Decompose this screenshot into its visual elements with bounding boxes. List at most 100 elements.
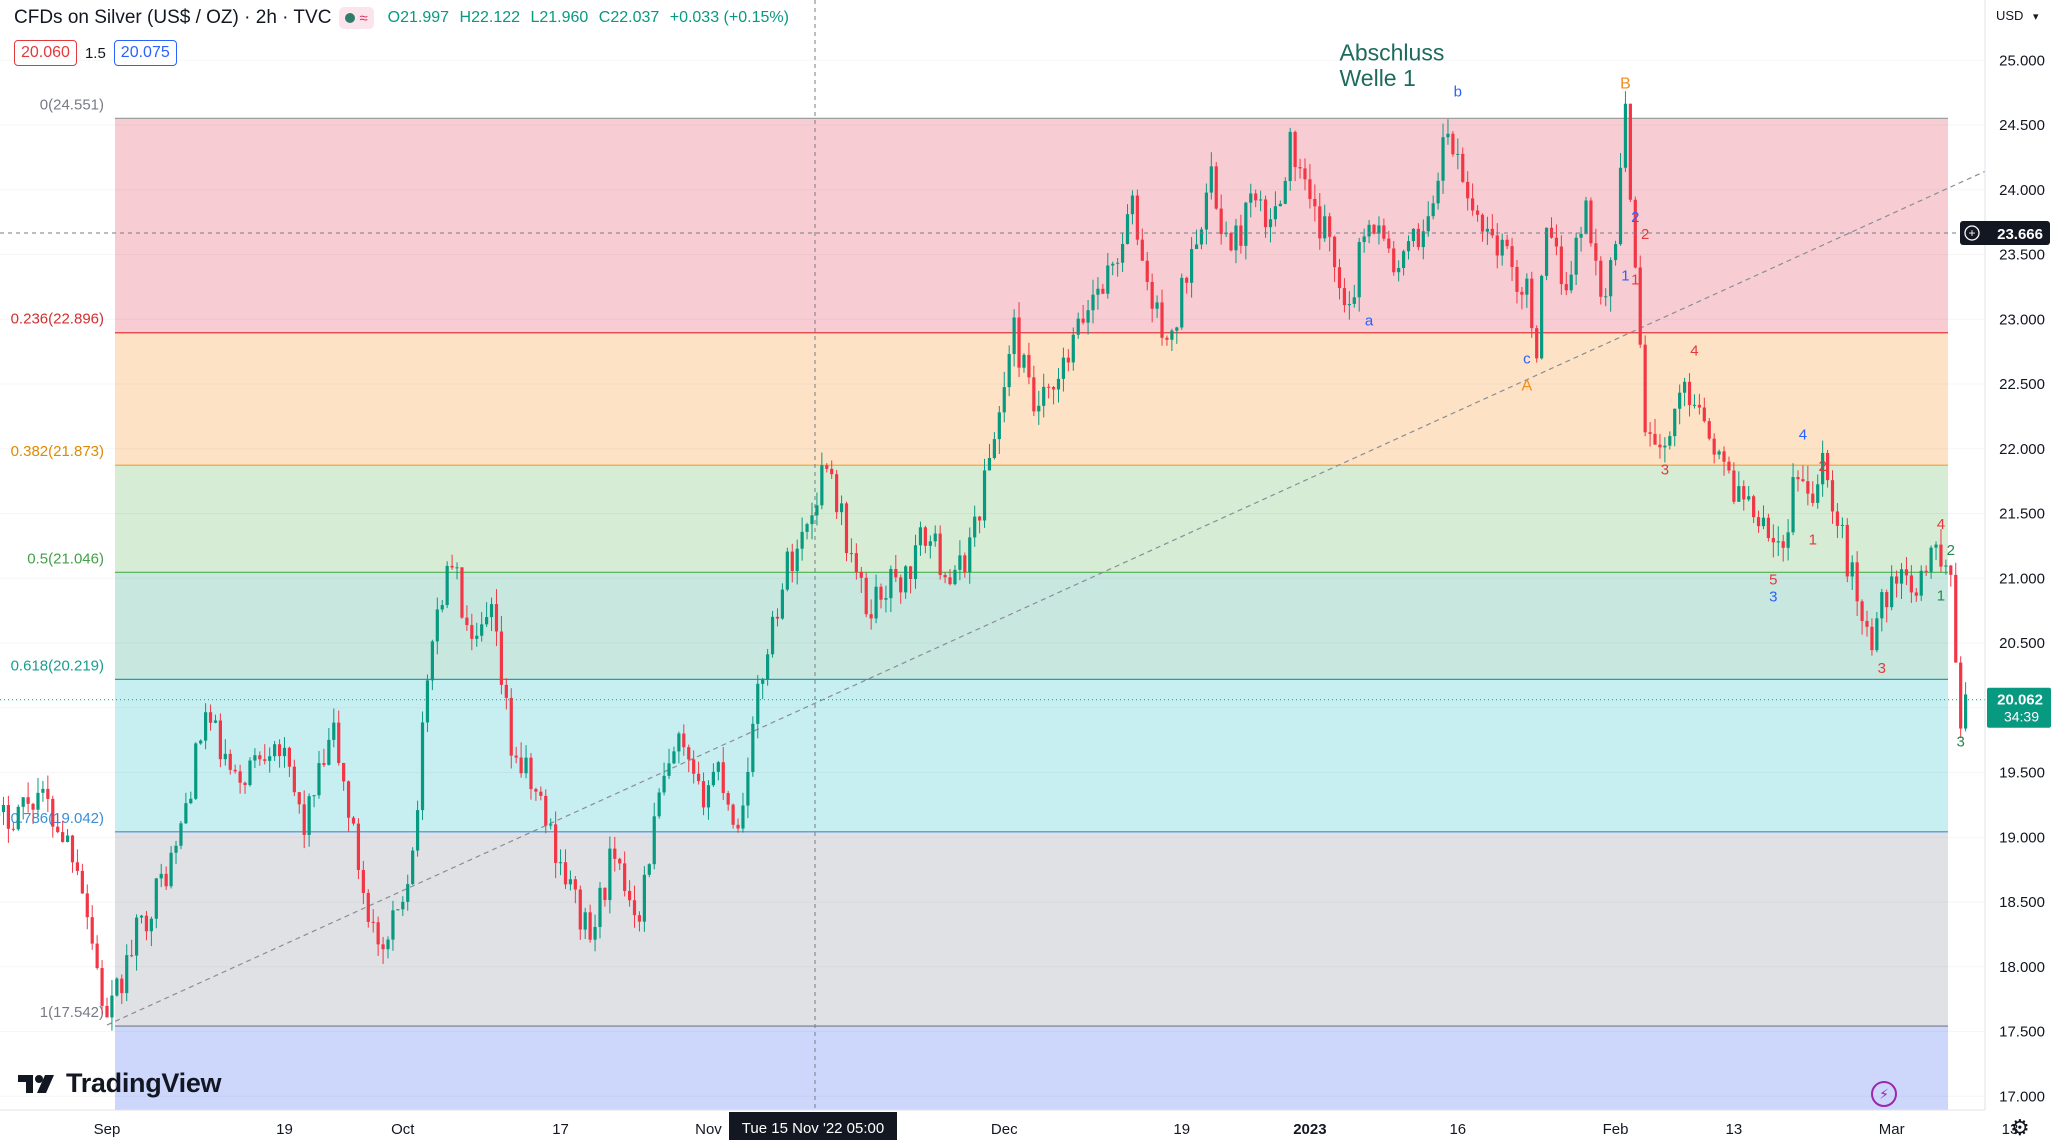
candle-body bbox=[1825, 452, 1830, 481]
candle-body bbox=[1727, 461, 1731, 471]
wave-icon: ≈ bbox=[359, 9, 368, 27]
candle-body bbox=[568, 879, 573, 885]
candle-body bbox=[36, 792, 40, 810]
buy-price-button[interactable]: 20.075 bbox=[113, 40, 177, 66]
candle-body bbox=[519, 757, 523, 774]
candle-body bbox=[85, 893, 89, 918]
quote-row: 20.060 1.5 20.075 bbox=[14, 40, 177, 66]
wave-label: 2 bbox=[1631, 209, 1639, 226]
candle-body bbox=[1628, 103, 1632, 200]
candle-body bbox=[884, 598, 888, 600]
candle-body bbox=[1678, 392, 1682, 409]
sell-price-button[interactable]: 20.060 bbox=[14, 40, 77, 66]
candle-body bbox=[573, 879, 577, 890]
time-tick: 13 bbox=[2002, 1121, 2019, 1138]
candle-body bbox=[864, 577, 868, 615]
candle-body bbox=[134, 917, 139, 956]
candle-body bbox=[228, 753, 232, 770]
candle-body bbox=[1416, 228, 1420, 248]
candle-body bbox=[396, 909, 400, 911]
candle-body bbox=[425, 680, 430, 723]
wave-label: A bbox=[1522, 377, 1533, 394]
candle-body bbox=[189, 798, 193, 804]
fibonacci-retracement[interactable]: 0(24.551) 0.236(22.896) 0.382(21.873) 0.5(2… bbox=[11, 96, 1948, 1110]
candle-body bbox=[16, 806, 20, 830]
candle-body bbox=[70, 835, 75, 863]
candle-body bbox=[672, 751, 676, 764]
candle-body bbox=[1668, 436, 1672, 446]
candle-body bbox=[894, 568, 898, 578]
candle-body bbox=[31, 803, 35, 810]
crosshair-price-text: 23.666 bbox=[1997, 226, 2043, 243]
candle-body bbox=[1648, 432, 1652, 434]
candle-body bbox=[642, 874, 646, 922]
candle-body bbox=[928, 541, 932, 546]
candle-body bbox=[820, 465, 824, 506]
candle-body bbox=[411, 850, 415, 885]
candle-body bbox=[1732, 470, 1736, 502]
gear-icon[interactable]: ⚙ bbox=[2010, 1115, 2030, 1140]
wave-label: a bbox=[1365, 313, 1374, 330]
candle-body bbox=[835, 474, 839, 513]
candle-body bbox=[1549, 227, 1554, 238]
tradingview-logo[interactable]: TradingView bbox=[18, 1068, 222, 1099]
candle-body bbox=[1377, 225, 1381, 234]
candle-body bbox=[588, 912, 592, 940]
candle-body bbox=[1278, 203, 1282, 207]
price-tick: 19.500 bbox=[1999, 765, 2045, 782]
price-tick: 24.000 bbox=[1999, 182, 2045, 199]
time-tick: 13 bbox=[1726, 1121, 1743, 1138]
candle-body bbox=[1328, 216, 1332, 237]
visibility-badge[interactable]: ≈ bbox=[339, 7, 374, 29]
candle-body bbox=[1673, 408, 1677, 437]
candle-body bbox=[1520, 291, 1524, 295]
candle-body bbox=[1687, 381, 1692, 405]
candle-body bbox=[292, 766, 296, 793]
lightning-icon[interactable]: ⚡ bbox=[1871, 1081, 1897, 1107]
last-price-tag bbox=[1987, 687, 2051, 728]
candle-body bbox=[1017, 317, 1021, 368]
candle-body bbox=[1411, 228, 1416, 242]
candle-body bbox=[1594, 243, 1598, 261]
candle-body bbox=[721, 762, 725, 794]
price-tick: 23.000 bbox=[1999, 311, 2045, 328]
chevron-down-icon: ▾ bbox=[2033, 11, 2039, 23]
candle-body bbox=[1638, 267, 1642, 345]
candle-body bbox=[218, 720, 222, 760]
candle-body bbox=[839, 503, 844, 513]
candle-body bbox=[1012, 317, 1016, 355]
candle-body bbox=[1929, 547, 1933, 572]
candle-body bbox=[95, 943, 99, 969]
candle-body bbox=[1894, 576, 1899, 584]
time-tick: Sep bbox=[94, 1121, 121, 1138]
candle-body bbox=[366, 892, 370, 922]
candle-body bbox=[450, 565, 454, 568]
candle-body bbox=[1125, 214, 1130, 244]
symbol-legend[interactable]: CFDs on Silver (US$ / OZ) · 2h · TVC ≈ O… bbox=[14, 7, 795, 29]
trendline[interactable] bbox=[106, 109, 2055, 1026]
candle-body bbox=[1185, 277, 1189, 283]
wave-label: 2 bbox=[1947, 542, 1955, 559]
candle-body bbox=[524, 757, 528, 774]
time-tick: 2023 bbox=[1293, 1121, 1326, 1138]
candle-body bbox=[534, 789, 538, 792]
candle-body bbox=[904, 566, 908, 593]
candle-body bbox=[1495, 235, 1499, 256]
candle-body bbox=[460, 567, 464, 618]
candle-body bbox=[687, 747, 691, 760]
candle-body bbox=[1505, 239, 1509, 247]
symbol-title[interactable]: CFDs on Silver (US$ / OZ) · 2h · TVC bbox=[14, 7, 332, 28]
trendline-line bbox=[106, 138, 2055, 1026]
candle-body bbox=[1293, 131, 1297, 168]
crosshair bbox=[0, 0, 1985, 1110]
candle-body bbox=[549, 824, 553, 826]
candle-body bbox=[415, 810, 420, 851]
time-tick: 17 bbox=[552, 1121, 569, 1138]
candle-body bbox=[706, 785, 711, 808]
candle-body bbox=[1027, 354, 1031, 378]
candle-body bbox=[1633, 199, 1637, 268]
candle-body bbox=[1214, 166, 1218, 209]
price-tick: 17.500 bbox=[1999, 1024, 2045, 1041]
